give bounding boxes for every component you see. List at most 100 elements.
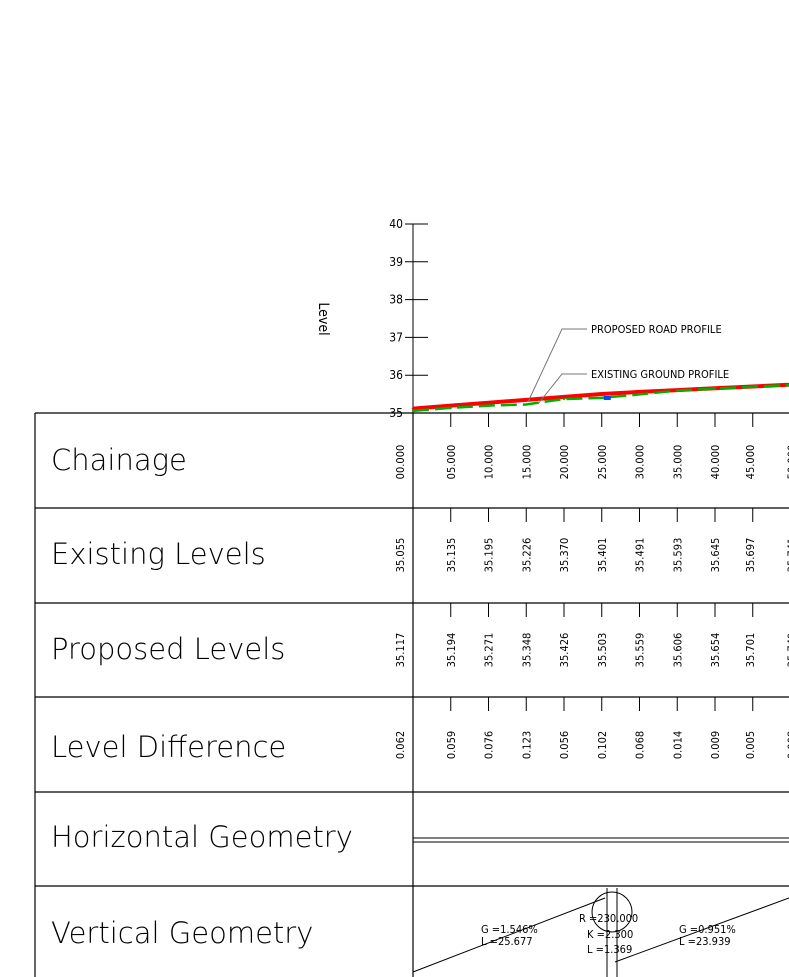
table-value-existing: 35.593	[671, 538, 684, 573]
table-value-proposed: 35.701	[744, 633, 757, 668]
existing-profile-point	[562, 397, 566, 401]
table-value-existing: 35.055	[394, 538, 407, 573]
row-label-proposed-levels: Proposed Levels	[51, 632, 285, 666]
axis-tick-label: 36	[389, 368, 403, 382]
table-value-existing: 35.697	[744, 538, 757, 573]
callout-existing: EXISTING GROUND PROFILE	[537, 368, 729, 405]
table-values: 00.000 05.000 10.000 15.000 20.000 25.000 30.0…	[394, 413, 789, 759]
row-label-chainage: Chainage	[51, 443, 187, 477]
proposed-profile-point	[600, 392, 603, 396]
existing-profile-point	[676, 389, 679, 392]
axis-tick-label: 39	[389, 255, 403, 269]
proposed-profile-point	[487, 401, 490, 404]
left-length-text: L =25.677	[481, 935, 533, 948]
table-value-difference: 0.102	[596, 731, 609, 759]
table-value-difference: 0.056	[558, 731, 571, 759]
table-value-difference: 0.059	[445, 731, 458, 759]
table-value-existing: 35.135	[445, 538, 458, 573]
table-value-difference: 0.068	[634, 731, 647, 759]
existing-profile-point	[487, 404, 490, 407]
existing-profile-point	[449, 406, 452, 410]
table-value-proposed: 35.654	[709, 633, 722, 668]
existing-profile-point	[411, 409, 415, 413]
proposed-profile-point	[562, 395, 566, 399]
curve-length-text: L =1.369	[587, 943, 632, 956]
table-value-existing: 35.741	[786, 538, 789, 573]
table-value-chainage: 30.000	[634, 445, 647, 480]
table-value-existing: 35.370	[558, 538, 571, 573]
table-value-proposed: 35.559	[634, 633, 647, 668]
table-value-chainage: 40.000	[709, 445, 722, 480]
table-value-existing: 35.226	[520, 538, 533, 573]
table-value-chainage: 20.000	[558, 445, 571, 480]
row-label-level-difference: Level Difference	[51, 730, 286, 764]
table-value-chainage: 35.000	[671, 445, 684, 480]
table-value-difference: 0.014	[671, 731, 684, 759]
table-value-difference: 0.005	[744, 731, 757, 759]
row-label-vertical-geometry: Vertical Geometry	[51, 916, 313, 950]
table-value-chainage: 25.000	[596, 445, 609, 480]
callout-existing-label: EXISTING GROUND PROFILE	[591, 368, 729, 381]
table-value-chainage: 15.000	[520, 445, 533, 480]
proposed-road-profile-line	[412, 382, 789, 411]
table-value-chainage: 50.000	[786, 445, 789, 480]
curve-radius-text: R =230.000	[579, 912, 638, 925]
table-value-proposed: 35.117	[394, 633, 407, 668]
vertical-grade-right	[614, 897, 789, 963]
horizontal-geometry-band	[413, 837, 789, 843]
callout-proposed-leader	[527, 328, 587, 403]
right-grade-text: G =0.951%	[679, 923, 736, 936]
table-value-difference: 0.123	[520, 731, 533, 759]
existing-profile-point	[713, 387, 717, 390]
axis-title: Level	[315, 302, 331, 335]
existing-profile-point	[638, 393, 641, 396]
right-length-text: L =23.939	[679, 935, 731, 948]
existing-profile-point	[525, 403, 528, 406]
table-value-existing: 35.491	[634, 538, 647, 573]
vertical-geometry-band	[412, 888, 789, 977]
left-grade-text: G =1.546%	[481, 923, 538, 936]
data-table-grid	[34, 412, 789, 977]
table-value-existing: 35.645	[709, 538, 722, 573]
proposed-profile-point	[525, 398, 528, 402]
table-value-proposed: 35.271	[483, 633, 496, 668]
row-label-horizontal-geometry: Horizontal Geometry	[51, 820, 353, 854]
profile-marker	[603, 395, 611, 400]
proposed-profile-point	[411, 407, 415, 410]
proposed-profile-point	[449, 404, 452, 407]
table-value-difference: 0.076	[483, 731, 496, 759]
table-value-proposed: 35.194	[445, 633, 458, 668]
vertical-grade-left	[412, 897, 606, 973]
table-value-proposed: 35.426	[558, 633, 571, 668]
table-value-chainage: 05.000	[445, 445, 458, 480]
table-value-proposed: 35.348	[520, 633, 533, 668]
table-value-chainage: 10.000	[483, 445, 496, 480]
axis-tick-label: 40	[389, 217, 403, 231]
axis-tick-label: 38	[389, 293, 403, 307]
callout-proposed-label: PROPOSED ROAD PROFILE	[591, 323, 722, 336]
table-value-existing: 35.195	[483, 538, 496, 573]
curve-k-text: K =2.300	[587, 928, 633, 941]
callout-existing-leader	[537, 373, 587, 405]
row-label-existing-levels: Existing Levels	[51, 537, 266, 571]
axis-tick-label: 37	[389, 330, 403, 344]
vertical-curve-circle	[591, 891, 633, 933]
existing-profile-point	[600, 396, 603, 400]
table-value-existing: 35.401	[596, 538, 609, 573]
table-value-difference: 0.009	[709, 731, 722, 759]
existing-profile-point	[751, 385, 754, 388]
existing-ground-profile-line	[412, 383, 789, 413]
vertical-geometry-annotations: G =1.546% L =25.677 R =230.000 K =2.300 …	[481, 912, 736, 956]
table-value-chainage: 45.000	[744, 445, 757, 480]
table-value-difference: 0.008	[786, 731, 789, 759]
table-value-proposed: 35.503	[596, 633, 609, 668]
profile-chart	[411, 382, 789, 413]
table-value-proposed: 35.606	[671, 633, 684, 668]
table-value-proposed: 35.749	[786, 633, 789, 668]
proposed-profile-point	[638, 390, 641, 394]
table-value-difference: 0.062	[394, 731, 407, 759]
table-value-chainage: 00.000	[394, 445, 407, 480]
callout-proposed: PROPOSED ROAD PROFILE	[527, 323, 722, 403]
